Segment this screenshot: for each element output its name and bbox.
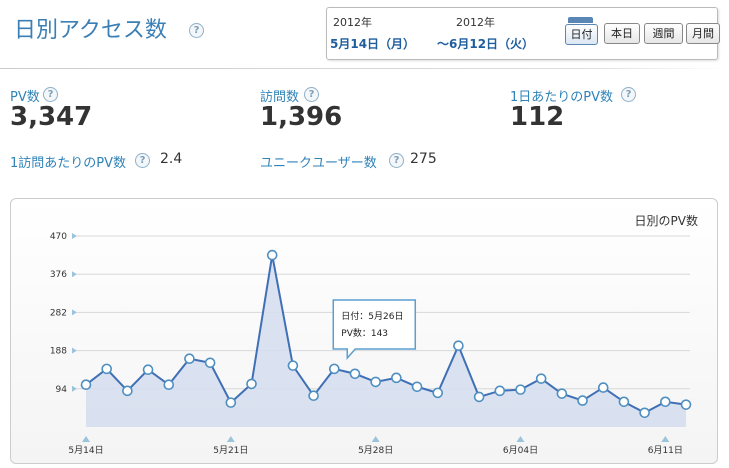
stat-label: 訪問数	[260, 90, 300, 105]
chart: 日別のPV数 94 188 282 376 470 5月14日 5月21日 5月28日 6月04…	[50, 213, 698, 456]
area	[86, 255, 687, 427]
y-tick-mark	[72, 233, 77, 239]
y-tick-label: 376	[50, 270, 67, 280]
stat-value: 2.4	[160, 151, 183, 167]
point	[494, 385, 506, 397]
x-tick-mark	[226, 436, 235, 442]
y-tick-mark	[72, 271, 77, 278]
x-tick-mark	[82, 436, 90, 442]
y-tick-mark	[72, 347, 77, 354]
point	[204, 357, 216, 369]
stat-value: 275	[410, 151, 437, 167]
point	[639, 407, 650, 419]
point	[577, 395, 588, 406]
x-tick-mark	[371, 436, 380, 442]
x-tick-mark	[516, 436, 525, 442]
point	[453, 340, 464, 352]
help-icon[interactable]: ?	[135, 153, 150, 168]
point	[287, 360, 299, 371]
divider	[0, 68, 729, 69]
y-tick-mark	[72, 385, 77, 392]
stat-label: 1訪問あたりのPV数	[10, 156, 127, 171]
end-date[interactable]: 〜6月12日（火）	[437, 37, 535, 51]
point	[660, 396, 671, 408]
point	[556, 388, 568, 399]
stat-label: PV数	[10, 90, 40, 105]
point	[535, 373, 547, 384]
point	[515, 384, 526, 395]
x-tick-label: 6月04日	[503, 445, 538, 456]
point	[225, 397, 237, 408]
point	[122, 385, 133, 397]
point	[308, 390, 319, 402]
point	[80, 379, 92, 391]
point	[432, 387, 444, 399]
point	[411, 381, 423, 393]
x-tick-label: 5月28日	[358, 445, 393, 456]
stat-label: ユニークユーザー数	[260, 156, 377, 171]
point	[184, 353, 195, 365]
help-icon[interactable]: ?	[43, 87, 58, 102]
month-button[interactable]: 月間	[686, 23, 720, 44]
today-button[interactable]: 本日	[604, 23, 640, 44]
help-icon[interactable]: ?	[621, 87, 636, 102]
help-icon[interactable]: ?	[189, 23, 204, 38]
help-icon[interactable]: ?	[389, 153, 404, 168]
point	[597, 382, 609, 393]
x-tick-label: 5月21日	[213, 445, 248, 456]
point	[349, 368, 361, 380]
y-tick-label: 282	[50, 308, 67, 318]
y-tick-mark	[72, 309, 77, 316]
point	[163, 379, 175, 391]
page-title: 日別アクセス数	[14, 18, 167, 43]
stat-value: 112	[510, 102, 565, 132]
point	[246, 378, 257, 390]
date-button[interactable]: 日付	[565, 24, 598, 45]
y-tick-label: 470	[50, 232, 67, 242]
point	[328, 363, 340, 375]
y-tick-label: 94	[56, 385, 68, 395]
point	[618, 396, 630, 408]
tooltip-date: 日付：5月26日	[341, 311, 403, 322]
point	[473, 391, 485, 403]
point	[266, 249, 278, 261]
x-tick-label: 5月14日	[68, 445, 103, 456]
week-button[interactable]: 週間	[644, 23, 683, 44]
end-year: 2012年	[456, 16, 495, 29]
start-year: 2012年	[333, 16, 372, 29]
tooltip-box	[332, 299, 417, 360]
stat-label: 1日あたりのPV数	[510, 90, 614, 105]
x-tick-label: 6月11日	[648, 445, 683, 456]
x-tick-mark	[661, 436, 670, 442]
start-date[interactable]: 5月14日（月）	[330, 37, 416, 51]
stat-value: 3,347	[10, 102, 93, 132]
calendar-icon	[568, 17, 593, 23]
help-icon[interactable]: ?	[304, 87, 319, 102]
point	[101, 363, 112, 375]
series-label: 日別のPV数	[635, 213, 698, 228]
y-tick-label: 188	[50, 347, 67, 357]
point	[391, 372, 402, 384]
point	[370, 376, 381, 388]
point	[142, 364, 154, 375]
point	[680, 399, 692, 410]
stat-value: 1,396	[260, 102, 343, 132]
tooltip-value: PV数：143	[341, 327, 388, 339]
